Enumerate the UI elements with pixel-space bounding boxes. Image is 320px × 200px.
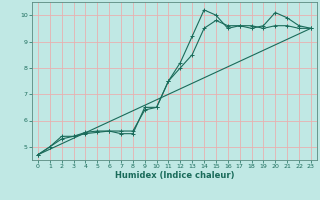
X-axis label: Humidex (Indice chaleur): Humidex (Indice chaleur) xyxy=(115,171,234,180)
